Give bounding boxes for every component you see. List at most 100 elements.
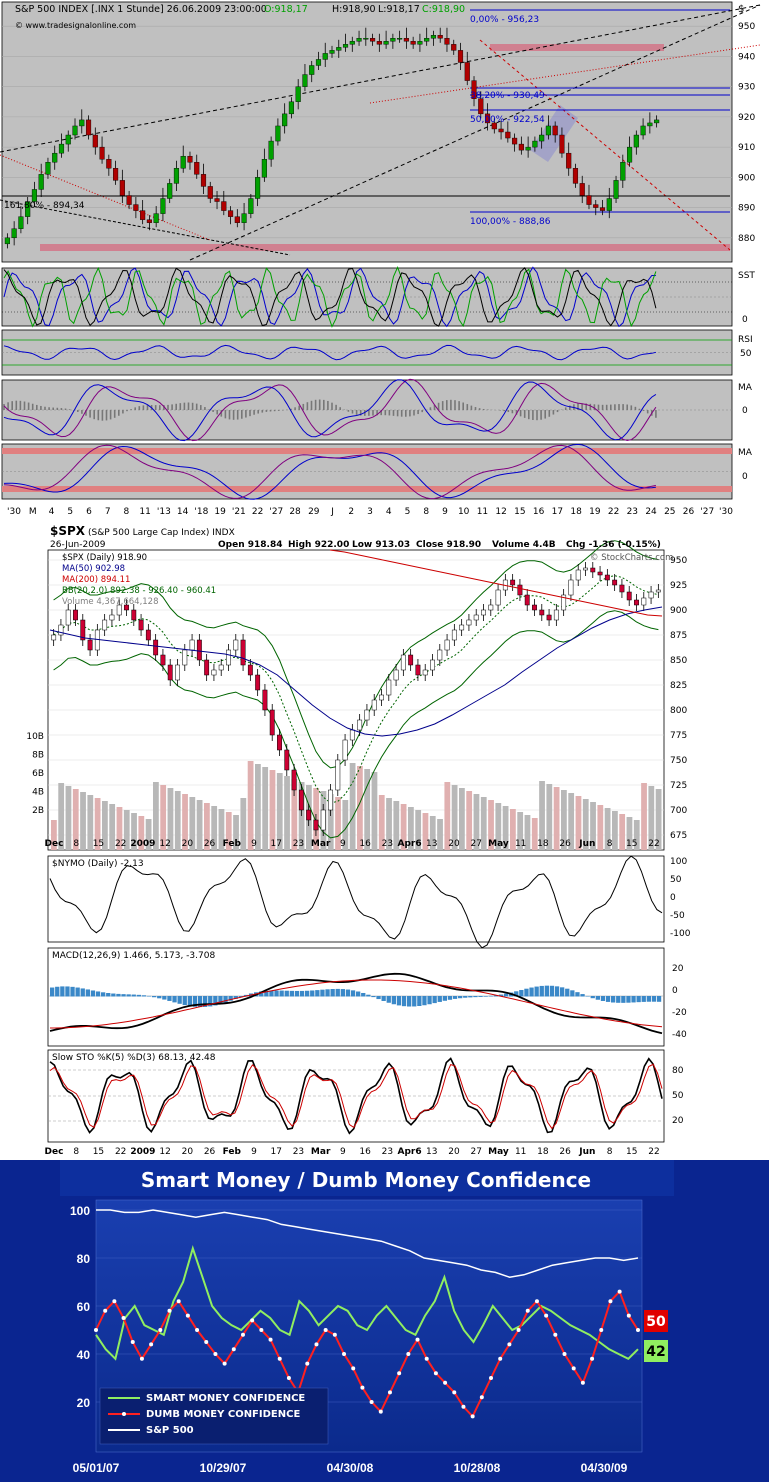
macd-hist-bar	[310, 990, 315, 997]
macd-hist-bar	[458, 996, 463, 999]
macd-hist-bar	[529, 987, 534, 997]
x-tick-label: 10/28/08	[454, 1461, 501, 1475]
x-tick-label: 15	[93, 839, 104, 849]
spx-symbol: $SPX	[50, 524, 86, 538]
x-tick-label: 28	[289, 507, 301, 517]
x-tick-label: Apr6	[398, 839, 422, 849]
candle-body	[451, 629, 457, 641]
volume-bar	[590, 802, 596, 850]
panel-tick-ma2: 0	[742, 472, 748, 482]
macd-tick-label: -40	[672, 1030, 687, 1040]
candle-body	[371, 699, 377, 711]
candle-body	[126, 195, 132, 205]
macd-hist-bar	[626, 996, 631, 1003]
volume-bar	[612, 811, 618, 850]
candle-body	[52, 152, 58, 163]
volume-bar	[480, 797, 487, 850]
candle-body	[261, 159, 267, 178]
candle-body	[189, 639, 195, 651]
x-tick-label: Jun	[578, 1147, 595, 1157]
spx-date: 26-Jun-2009	[50, 540, 106, 550]
volume-tick-label: 6B	[32, 769, 44, 779]
macd-hist-bar	[407, 996, 412, 1007]
dumb-money-point	[268, 1337, 273, 1342]
x-tick-label: 22	[115, 839, 126, 849]
osc-line	[3, 378, 657, 442]
macd-hist-bar	[192, 996, 198, 1007]
candle-body	[109, 614, 115, 621]
candle-body	[633, 134, 639, 148]
macd-tick-label: 20	[672, 964, 684, 974]
x-tick-label: Jun	[578, 839, 595, 849]
candle-body	[386, 679, 392, 696]
macd-hist-bar	[340, 989, 345, 997]
candle-body	[4, 237, 10, 245]
x-tick-label: 4	[49, 507, 55, 517]
candle-body	[295, 86, 301, 102]
spx-open: Open 918.84	[218, 540, 282, 550]
candle-body	[240, 639, 246, 666]
volume-bar	[451, 785, 458, 850]
x-tick-label: 22	[115, 1147, 126, 1157]
dumb-money-line	[95, 1289, 639, 1419]
candle-body	[572, 168, 579, 184]
dumb-money-point	[562, 1352, 567, 1356]
x-tick-label: 9	[251, 1147, 257, 1157]
volume-bar	[189, 797, 196, 850]
dumb-money-point	[617, 1289, 622, 1294]
volume-bar	[87, 795, 94, 850]
x-tick-label: 22	[608, 507, 619, 517]
macd-label: MACD(12,26,9) 1.466, 5.173, -3.708	[52, 951, 215, 961]
x-tick-label: 12	[159, 839, 170, 849]
candle-body	[597, 571, 603, 576]
macd-hist-bar	[95, 991, 101, 997]
x-tick-label: Feb	[223, 839, 242, 849]
macd-hist-bar	[473, 996, 478, 998]
candle-body	[214, 198, 220, 202]
macd-hist-bar	[391, 996, 396, 1005]
candle-body	[444, 639, 450, 651]
x-tick-label: 11	[139, 507, 150, 517]
candle-body	[393, 669, 399, 681]
candle-body	[422, 669, 428, 676]
legend-bb: BB(20,2.0) 892.38 - 926.40 - 960.41	[62, 586, 216, 596]
volume-bar	[568, 793, 575, 850]
volume-bar	[357, 766, 363, 850]
ma50-line	[49, 606, 663, 737]
candle-body	[45, 162, 51, 175]
x-tick-label: 2009	[130, 839, 155, 849]
candle-body	[315, 59, 322, 66]
nymo-label: $NYMO (Daily) -2.13	[52, 859, 144, 869]
candle-body	[211, 669, 217, 676]
candle-body	[561, 594, 567, 611]
panel-label-ma2: MA	[738, 448, 753, 458]
smart-badge-label: 42	[646, 1344, 665, 1360]
volume-bar	[648, 786, 655, 850]
macd-hist-bar	[136, 994, 141, 997]
candle-body	[51, 634, 57, 641]
macd-hist-bar	[575, 992, 580, 997]
macd-hist-bar	[641, 996, 646, 1002]
dumb-money-point	[103, 1308, 108, 1313]
candle-body	[599, 207, 606, 211]
macd-hist-bar	[121, 994, 126, 997]
y-tick-label: 925	[670, 581, 687, 591]
candle-body	[559, 134, 565, 154]
candle-body	[218, 664, 224, 671]
volume-bar	[619, 814, 626, 850]
candle-body	[397, 38, 403, 40]
volume-bar	[429, 816, 436, 850]
candle-body	[298, 789, 304, 811]
candle-body	[457, 50, 464, 63]
macd-hist-bar	[167, 996, 172, 1001]
x-tick-label: 22	[252, 507, 263, 517]
macd-hist-bar	[294, 990, 300, 997]
macd-tick-label: -20	[672, 1008, 687, 1018]
ohlc-high: H:918,90	[332, 4, 376, 15]
volume-bar	[655, 789, 662, 850]
volume-bar	[386, 798, 392, 850]
candle-body	[349, 41, 355, 45]
candle-body	[138, 619, 144, 631]
volume-bar	[51, 820, 57, 850]
y-tick-label: 900	[670, 606, 687, 616]
